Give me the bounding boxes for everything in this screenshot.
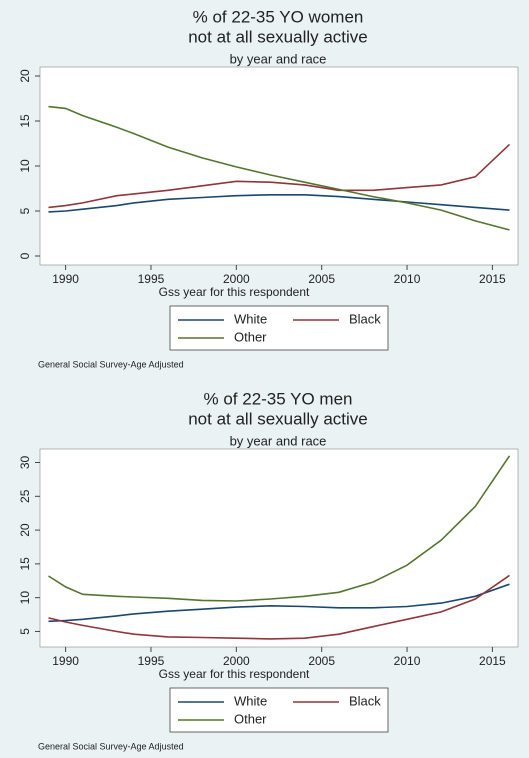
- data-line: [48, 455, 511, 602]
- x-axis-label: Gss year for this respondent: [159, 285, 310, 299]
- legend-label: Black: [349, 311, 381, 326]
- x-tick-label: 1995: [138, 272, 165, 286]
- x-tick-label: 2000: [223, 654, 250, 668]
- y-tick-label: 25: [18, 489, 32, 503]
- chart-note: General Social Survey-Age Adjusted: [38, 359, 184, 369]
- x-tick-label: 2000: [223, 272, 250, 286]
- x-tick-label: 2015: [479, 654, 506, 668]
- data-line: [48, 105, 510, 231]
- legend-box: [169, 687, 389, 733]
- y-tick-label: 5: [18, 207, 32, 214]
- x-tick-label: 1990: [52, 272, 79, 286]
- plot-area: [39, 66, 519, 266]
- legend-label: White: [234, 311, 267, 326]
- x-tick-label: 1995: [138, 654, 165, 668]
- chart-subtitle: by year and race: [230, 433, 327, 448]
- y-tick-label: 5: [18, 628, 32, 635]
- y-tick-label: 20: [18, 523, 32, 537]
- legend-box: [169, 305, 389, 351]
- chart-subtitle: by year and race: [230, 51, 327, 66]
- chart-title: not at all sexually active: [188, 27, 368, 46]
- x-tick-label: 2005: [308, 654, 335, 668]
- legend-label: White: [234, 693, 267, 708]
- y-tick-label: 0: [18, 252, 32, 259]
- y-tick-label: 20: [18, 69, 32, 83]
- y-tick-label: 10: [18, 591, 32, 605]
- chart-title: % of 22-35 YO men: [204, 389, 353, 408]
- chart-note: General Social Survey-Age Adjusted: [38, 741, 184, 751]
- y-tick-label: 15: [18, 557, 32, 571]
- x-tick-label: 2010: [394, 654, 421, 668]
- chart-title: % of 22-35 YO women: [193, 7, 364, 26]
- legend-label: Other: [234, 711, 267, 726]
- chart-title: not at all sexually active: [188, 409, 368, 428]
- data-line: [48, 583, 510, 623]
- x-axis-label: Gss year for this respondent: [159, 667, 310, 681]
- legend-label: Other: [234, 329, 267, 344]
- x-tick-label: 2005: [308, 272, 335, 286]
- legend-label: Black: [349, 693, 381, 708]
- data-line: [48, 194, 510, 213]
- data-line: [48, 574, 510, 640]
- y-tick-label: 15: [18, 114, 32, 128]
- x-tick-label: 1990: [52, 654, 79, 668]
- x-tick-label: 2015: [479, 272, 506, 286]
- y-tick-label: 10: [18, 159, 32, 173]
- data-line: [48, 143, 511, 209]
- plot-area: [39, 448, 519, 648]
- y-tick-label: 30: [18, 456, 32, 470]
- x-tick-label: 2010: [394, 272, 421, 286]
